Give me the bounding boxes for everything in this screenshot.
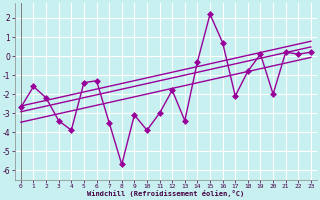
X-axis label: Windchill (Refroidissement éolien,°C): Windchill (Refroidissement éolien,°C) — [87, 190, 244, 197]
